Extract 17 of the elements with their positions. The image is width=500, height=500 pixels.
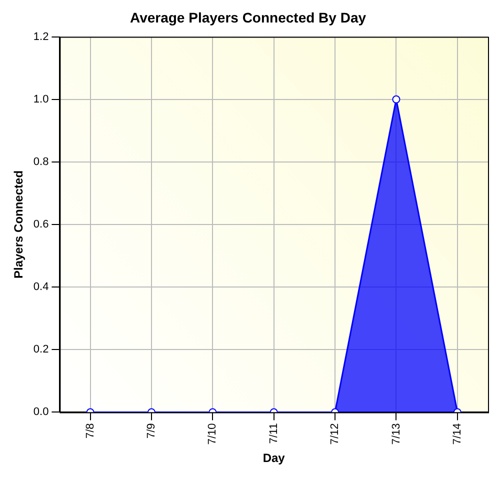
x-tick-label: 7/9 xyxy=(146,423,158,438)
y-tick-label: 1.2 xyxy=(33,30,49,43)
y-tick-label: 0.6 xyxy=(33,218,49,231)
y-axis-title: Players Connected xyxy=(12,170,26,279)
x-tick-label: 7/13 xyxy=(390,423,402,445)
y-tick-label: 0.4 xyxy=(33,281,49,294)
y-tick-label: 0.2 xyxy=(33,344,49,356)
x-tick-label: 7/10 xyxy=(206,423,219,445)
x-tick-label: 7/14 xyxy=(451,423,464,445)
x-tick-label: 7/12 xyxy=(329,423,342,445)
chart-title: Average Players Connected By Day xyxy=(130,9,366,26)
x-tick-label: 7/11 xyxy=(268,423,280,444)
x-axis-title: Day xyxy=(262,451,286,466)
x-tick-label: 7/8 xyxy=(84,423,96,438)
y-tick-label: 1.0 xyxy=(33,93,49,106)
y-tick-label: 0.8 xyxy=(33,156,49,168)
y-tick-label: 0.0 xyxy=(33,406,49,418)
